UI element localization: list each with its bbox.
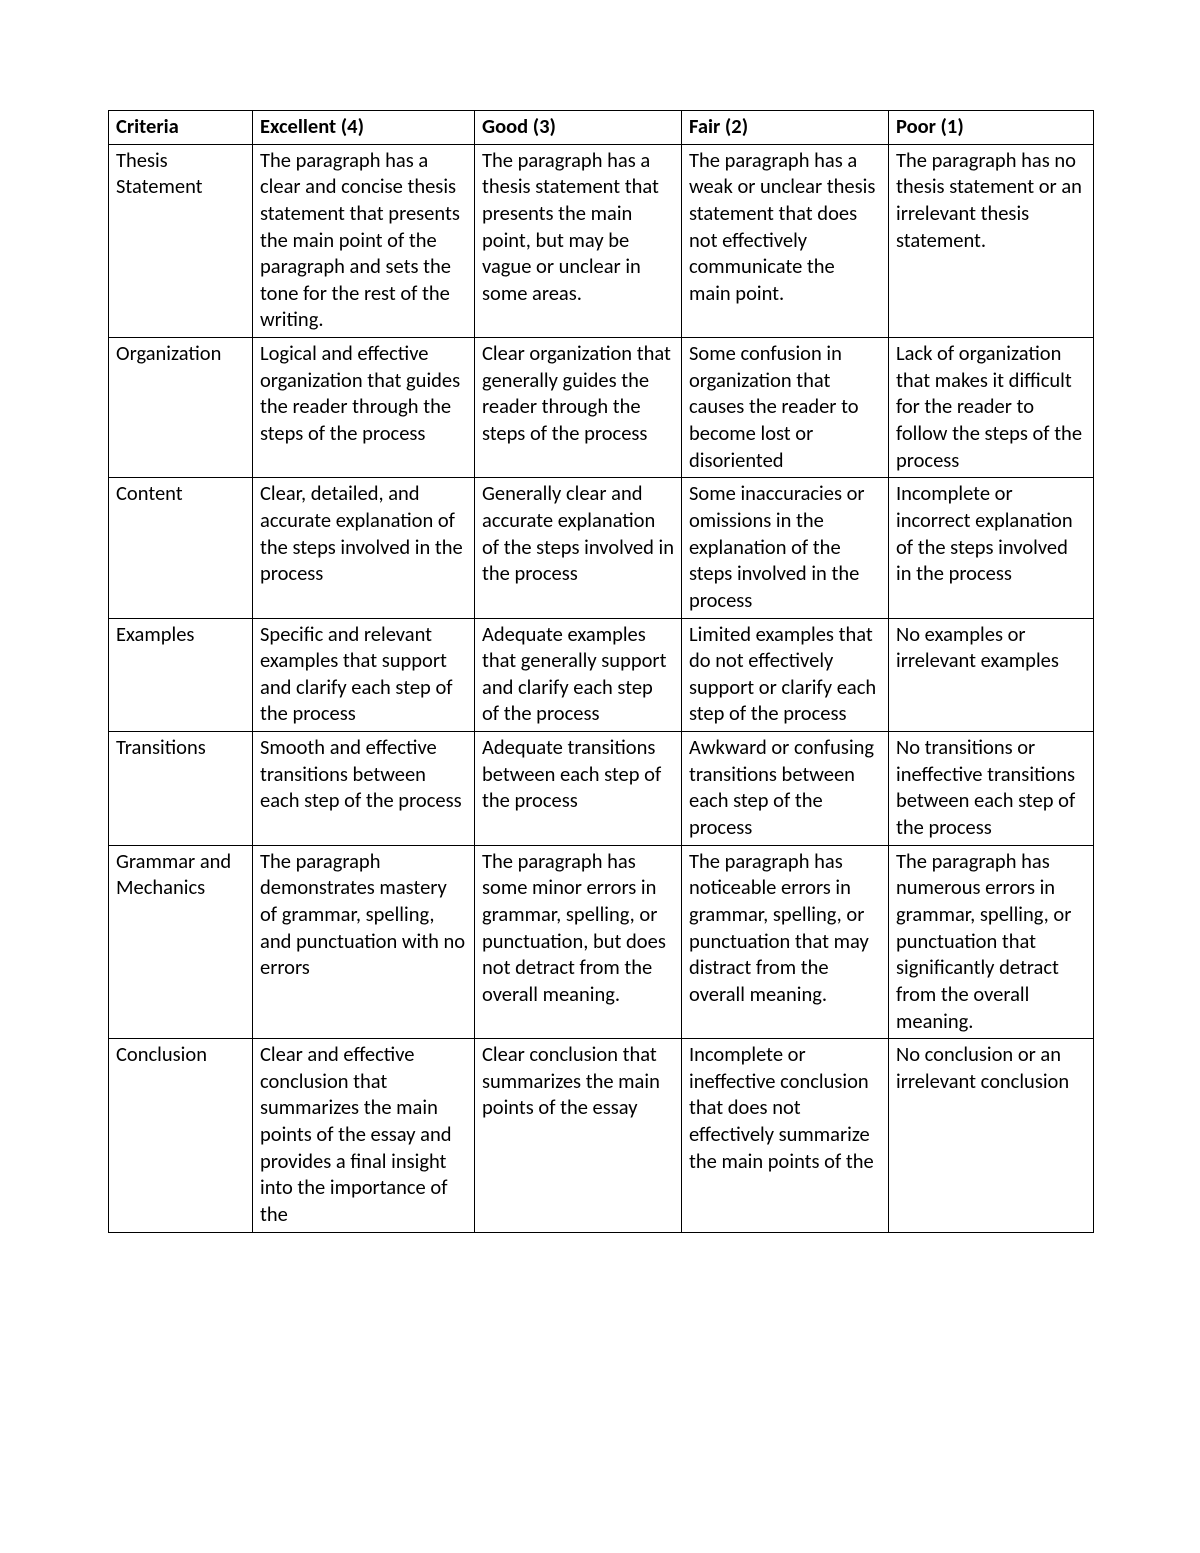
rubric-cell-fair: Some confusion in organization that caus… <box>682 338 889 478</box>
rubric-cell-excellent: Specific and relevant examples that supp… <box>253 618 475 732</box>
criteria-cell: Thesis Statement <box>109 144 253 337</box>
rubric-cell-good: Clear conclusion that summarizes the mai… <box>475 1039 682 1232</box>
rubric-cell-poor: Incomplete or incorrect explanation of t… <box>889 478 1094 618</box>
column-header-poor: Poor (1) <box>889 111 1094 145</box>
column-header-fair: Fair (2) <box>682 111 889 145</box>
criteria-cell: Grammar and Mechanics <box>109 845 253 1038</box>
rubric-cell-good: Adequate transitions between each step o… <box>475 732 682 846</box>
rubric-cell-good: Adequate examples that generally support… <box>475 618 682 732</box>
criteria-cell: Conclusion <box>109 1039 253 1232</box>
table-header-row: Criteria Excellent (4) Good (3) Fair (2)… <box>109 111 1094 145</box>
rubric-cell-good: Clear organization that generally guides… <box>475 338 682 478</box>
table-row: Thesis Statement The paragraph has a cle… <box>109 144 1094 337</box>
criteria-cell: Examples <box>109 618 253 732</box>
rubric-body: Thesis Statement The paragraph has a cle… <box>109 144 1094 1232</box>
rubric-cell-poor: Lack of organization that makes it diffi… <box>889 338 1094 478</box>
table-row: Conclusion Clear and effective conclusio… <box>109 1039 1094 1232</box>
rubric-cell-good: Generally clear and accurate explanation… <box>475 478 682 618</box>
column-header-criteria: Criteria <box>109 111 253 145</box>
rubric-cell-excellent: Clear, detailed, and accurate explanatio… <box>253 478 475 618</box>
table-row: Transitions Smooth and effective transit… <box>109 732 1094 846</box>
rubric-cell-excellent: Logical and effective organization that … <box>253 338 475 478</box>
table-row: Content Clear, detailed, and accurate ex… <box>109 478 1094 618</box>
document-page: Criteria Excellent (4) Good (3) Fair (2)… <box>0 0 1200 1553</box>
rubric-cell-fair: The paragraph has noticeable errors in g… <box>682 845 889 1038</box>
rubric-cell-fair: Limited examples that do not effectively… <box>682 618 889 732</box>
criteria-cell: Transitions <box>109 732 253 846</box>
rubric-cell-good: The paragraph has a thesis statement tha… <box>475 144 682 337</box>
rubric-cell-excellent: The paragraph demonstrates mastery of gr… <box>253 845 475 1038</box>
rubric-cell-poor: No transitions or ineffective transition… <box>889 732 1094 846</box>
table-row: Examples Specific and relevant examples … <box>109 618 1094 732</box>
rubric-cell-poor: No conclusion or an irrelevant conclusio… <box>889 1039 1094 1232</box>
criteria-cell: Organization <box>109 338 253 478</box>
table-row: Grammar and Mechanics The paragraph demo… <box>109 845 1094 1038</box>
rubric-cell-fair: The paragraph has a weak or unclear thes… <box>682 144 889 337</box>
rubric-cell-excellent: Clear and effective conclusion that summ… <box>253 1039 475 1232</box>
rubric-cell-fair: Incomplete or ineffective conclusion tha… <box>682 1039 889 1232</box>
rubric-cell-fair: Some inaccuracies or omissions in the ex… <box>682 478 889 618</box>
rubric-cell-poor: The paragraph has no thesis statement or… <box>889 144 1094 337</box>
column-header-excellent: Excellent (4) <box>253 111 475 145</box>
rubric-cell-poor: The paragraph has numerous errors in gra… <box>889 845 1094 1038</box>
rubric-table: Criteria Excellent (4) Good (3) Fair (2)… <box>108 110 1094 1233</box>
rubric-cell-poor: No examples or irrelevant examples <box>889 618 1094 732</box>
rubric-cell-fair: Awkward or confusing transitions between… <box>682 732 889 846</box>
column-header-good: Good (3) <box>475 111 682 145</box>
rubric-cell-excellent: Smooth and effective transitions between… <box>253 732 475 846</box>
rubric-cell-good: The paragraph has some minor errors in g… <box>475 845 682 1038</box>
criteria-cell: Content <box>109 478 253 618</box>
rubric-cell-excellent: The paragraph has a clear and concise th… <box>253 144 475 337</box>
table-row: Organization Logical and effective organ… <box>109 338 1094 478</box>
